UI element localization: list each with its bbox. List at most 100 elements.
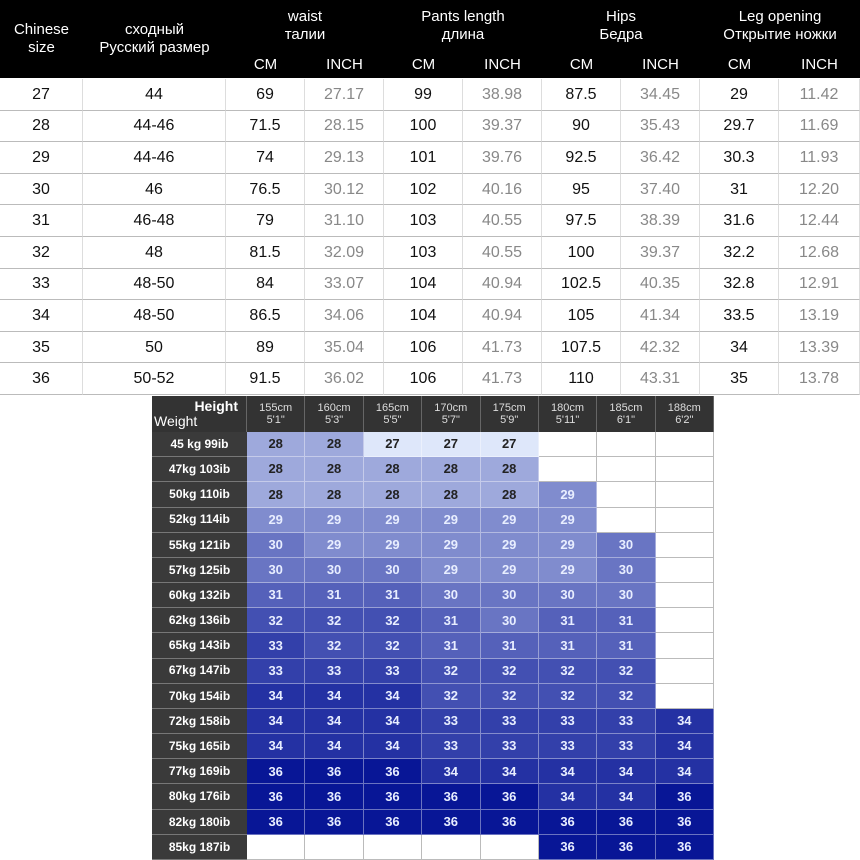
size-text: 36 [268,763,283,779]
size-text: 28 [268,461,283,477]
empty-cell [305,834,364,860]
size-text: 36 [501,788,517,804]
weight-label: 57kg 125ib [152,557,247,584]
size-cell: 34 [480,759,539,785]
height-text: 188cm [667,401,701,414]
size-cell: 33 [538,734,598,760]
size-cell: 32 [480,683,539,709]
size-cell: 34 [247,683,306,709]
table-cell: 107.5 [542,331,621,364]
weight-label: 62kg 136ib [152,608,247,634]
size-text: 31 [443,637,459,653]
size-cell: 36 [480,784,539,810]
table-cell: 92.5 [542,142,621,174]
size-cell: 34 [247,734,306,760]
size-text: 33 [560,713,575,729]
table-cell: 29 [700,79,779,111]
size-cell: 31 [480,633,539,659]
table-cell: 50 [83,331,226,364]
size-cell: 33 [480,708,539,735]
size-text: 33 [501,738,517,754]
weight-text: 75kg 165ib [168,739,231,753]
weight-text: 55kg 121ib [168,537,231,552]
size-text: 36 [385,788,400,804]
unit-header: CM [384,52,463,78]
size-cell: 30 [305,557,364,584]
cell-text: 92.5 [565,148,597,166]
size-text: 29 [560,562,575,578]
cell-text: 36 [32,370,50,388]
table-cell: 11.42 [779,79,860,111]
header-line: Chinese [13,21,70,38]
size-text: 28 [501,486,517,502]
cell-text: 71.5 [249,117,281,135]
size-cell: 33 [247,658,306,684]
size-text: 33 [443,738,459,754]
size-text: 27 [443,436,459,452]
size-cell: 36 [305,759,364,785]
size-text: 33 [618,738,634,754]
table-cell: 13.78 [779,363,860,395]
cell-text: 35 [730,370,748,388]
size-text: 29 [326,511,342,527]
size-text: 29 [443,511,459,527]
weight-label: 47kg 103ib [152,457,247,483]
weight-label: 75kg 165ib [152,734,247,760]
size-text: 29 [443,536,459,552]
cell-text: 11.69 [799,117,839,135]
table-cell: 30.12 [305,173,384,206]
table-cell: 40.94 [463,268,542,301]
table-cell: 39.76 [463,142,542,174]
size-text: 29 [501,562,517,578]
cell-text: 41.73 [481,370,523,388]
size-text: 34 [677,713,692,729]
unit-label: CM [569,56,594,73]
cell-text: 28 [32,117,50,135]
size-cell: 32 [363,608,423,634]
size-cell: 29 [422,532,481,558]
size-text: 29 [326,536,342,552]
size-cell: 34 [422,759,481,785]
table-cell: 12.44 [779,205,860,237]
cell-text: 91.5 [249,370,281,388]
cell-text: 35.43 [639,117,681,135]
size-cell: 36 [538,809,598,835]
table-cell: 36.42 [621,142,700,174]
cell-text: 41.34 [639,306,681,324]
size-text: 30 [326,562,342,578]
cell-text: 44-46 [133,117,175,135]
height-text: 175cm [492,401,526,414]
size-text: 36 [443,813,459,829]
weight-text: 85kg 187ib [168,839,231,854]
empty-cell [655,482,714,508]
size-text: 32 [268,612,283,628]
weight-label: 80kg 176ib [152,784,247,810]
cell-text: 31 [730,180,748,198]
size-text: 34 [385,738,400,754]
size-cell: 31 [422,608,481,634]
weight-text: 57kg 125ib [168,562,231,577]
cell-text: 27 [32,85,50,103]
size-cell: 34 [305,683,364,709]
unit-label: CM [727,56,752,73]
table-cell: 43.31 [621,363,700,395]
cell-text: 11.93 [799,148,839,166]
weight-text: 70kg 154ib [168,688,231,703]
cell-text: 32.09 [323,243,365,261]
size-text: 32 [385,612,400,628]
cell-text: 103 [409,212,437,230]
cell-text: 104 [409,275,437,293]
table-cell: 40.55 [463,205,542,237]
table-cell: 69 [226,79,305,111]
cell-text: 12.44 [798,212,840,230]
table-cell: 31.6 [700,205,779,237]
cell-text: 34.45 [639,85,681,103]
size-text: 34 [385,713,400,729]
size-cell: 27 [363,432,423,458]
table-cell: 30.3 [700,142,779,174]
height-text: 160cm [317,401,351,414]
size-text: 29 [501,536,517,552]
table-cell: 46 [83,173,226,206]
table-cell: 13.19 [779,300,860,332]
size-cell: 31 [422,633,481,659]
